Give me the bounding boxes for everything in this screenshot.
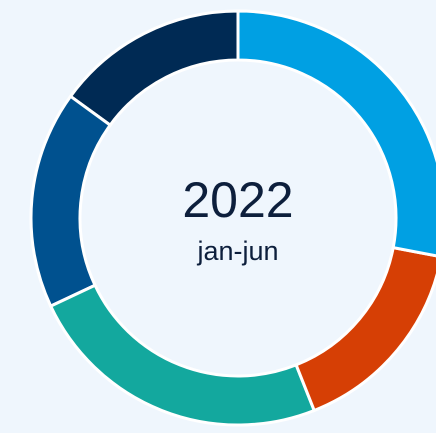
donut-segment	[294, 245, 436, 413]
center-subtitle: jan-jun	[196, 236, 278, 266]
center-title: 2022	[182, 172, 293, 228]
donut-segment	[48, 283, 317, 427]
donut-segment	[68, 9, 240, 128]
donut-segment	[236, 9, 436, 258]
donut-segment	[29, 94, 113, 309]
